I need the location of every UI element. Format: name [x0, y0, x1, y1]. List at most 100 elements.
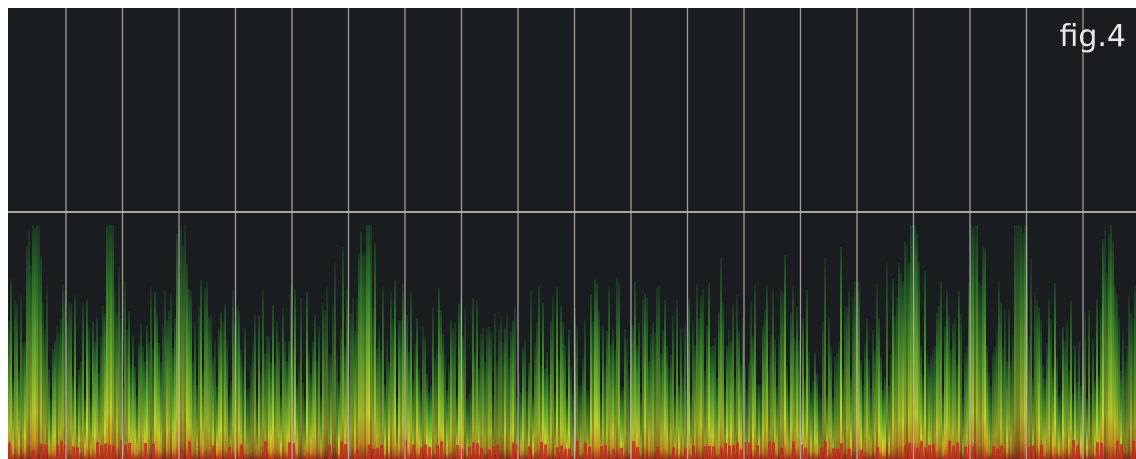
spectrum-column: [1014, 225, 1016, 459]
spectrum-column: [170, 293, 172, 459]
floor-speckle: [804, 448, 807, 459]
floor-speckle: [948, 440, 951, 459]
spectrum-column: [760, 384, 762, 459]
spectrum-column: [812, 380, 814, 459]
spectrum-column: [314, 315, 316, 459]
spectrum-column: [80, 362, 82, 459]
spectrum-column: [416, 318, 418, 459]
spectrum-column: [112, 225, 114, 459]
spectrum-column: [398, 320, 400, 459]
floor-speckle: [544, 445, 547, 459]
spectrum-column: [642, 300, 644, 459]
spectrum-column: [118, 267, 120, 459]
spectrum-column: [844, 306, 846, 459]
spectrum-column: [828, 318, 830, 459]
floor-speckle: [612, 449, 615, 459]
spectrum-column: [910, 225, 912, 459]
spectrum-column: [606, 331, 608, 459]
spectrum-column: [584, 320, 586, 459]
spectrum-column: [840, 247, 842, 459]
spectrum-column: [1132, 319, 1134, 459]
spectrum-column: [222, 321, 224, 459]
spectrum-column: [694, 346, 696, 459]
spectrum-column: [644, 293, 646, 459]
spectrum-column: [414, 343, 416, 459]
spectrum-column: [714, 338, 716, 459]
spectrum-column: [878, 318, 880, 459]
floor-speckle: [540, 442, 543, 459]
spectrum-column: [650, 335, 652, 459]
spectrum-column: [626, 339, 628, 459]
spectrum-column: [384, 385, 386, 459]
spectrum-column: [188, 289, 190, 459]
spectrum-column: [238, 310, 240, 459]
spectrum-column: [240, 349, 242, 459]
floor-speckle: [472, 442, 475, 459]
floor-speckle: [60, 441, 63, 459]
spectrum-column: [882, 389, 884, 459]
spectrum-column: [286, 361, 288, 459]
floor-speckle: [712, 446, 715, 459]
spectrum-column: [894, 316, 896, 459]
spectrum-column: [908, 263, 910, 459]
spectrum-column: [148, 342, 150, 459]
floor-speckle: [264, 441, 267, 459]
spectrum-column: [34, 228, 36, 459]
spectrum-column: [120, 318, 122, 459]
spectrum-column: [388, 362, 390, 459]
spectrum-column: [614, 350, 616, 459]
spectrum-column: [282, 308, 284, 459]
spectrum-column: [1130, 312, 1132, 459]
spectrum-column: [788, 391, 790, 459]
spectrum-column: [790, 312, 792, 459]
spectrum-column: [880, 356, 882, 459]
figure-label: fig.4: [1059, 19, 1126, 54]
spectrum-column: [776, 386, 778, 459]
spectrum-column: [858, 282, 860, 459]
spectrum-column: [848, 291, 850, 459]
spectrum-column: [556, 287, 558, 459]
spectrum-column: [476, 300, 478, 459]
spectrum-column: [464, 308, 466, 459]
floor-speckle: [1116, 441, 1119, 459]
floor-speckle: [904, 446, 907, 459]
spectrum-column: [220, 312, 222, 459]
spectrum-column: [794, 338, 796, 459]
floor-speckle: [720, 448, 723, 459]
spectrum-column: [684, 323, 686, 459]
spectrum-column: [510, 331, 512, 459]
spectrum-column: [528, 363, 530, 459]
spectrum-column: [568, 329, 570, 459]
spectrum-column: [1012, 335, 1014, 459]
spectrum-column: [924, 271, 926, 459]
spectrum-column: [652, 322, 654, 459]
spectrum-column: [752, 336, 754, 459]
floor-speckle: [924, 448, 927, 459]
spectrum-column: [996, 331, 998, 459]
spectrum-column: [326, 286, 328, 459]
spectrum-column: [994, 346, 996, 459]
spectrum-column: [1044, 379, 1046, 459]
spectrum-column: [986, 345, 988, 459]
spectrum-column: [236, 306, 238, 459]
spectrum-column: [904, 242, 906, 459]
spectrum-column: [796, 307, 798, 459]
spectrum-column: [36, 225, 38, 459]
floor-speckle: [8, 443, 11, 459]
floor-speckle: [860, 450, 863, 459]
spectrum-column: [988, 372, 990, 459]
spectrum-column: [962, 397, 964, 459]
spectrum-column: [382, 287, 384, 459]
spectrum-column: [224, 304, 226, 459]
spectrum-column: [702, 289, 704, 459]
floor-speckle: [104, 443, 107, 459]
spectrum-column: [10, 279, 12, 459]
spectrum-column: [1010, 360, 1012, 459]
spectrum-column: [980, 284, 982, 459]
spectrum-column: [736, 295, 738, 459]
spectrum-column: [1034, 292, 1036, 459]
spectrum-column: [774, 339, 776, 459]
floor-speckle: [952, 446, 955, 459]
spectrum-column: [372, 308, 374, 459]
spectrum-column: [938, 306, 940, 459]
